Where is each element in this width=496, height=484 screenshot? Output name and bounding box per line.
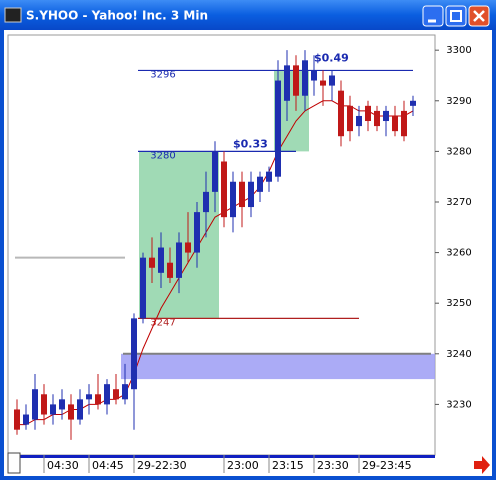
plot-area	[7, 34, 436, 456]
candle-body	[356, 115, 362, 127]
price-level-label: 3280	[150, 150, 175, 161]
x-tick-label: 23:30	[317, 459, 349, 472]
candle-body	[41, 394, 47, 415]
x-tick-label: 04:45	[92, 459, 124, 472]
candle-body	[347, 105, 353, 132]
candle-body	[410, 100, 416, 106]
scroll-arrow[interactable]	[474, 456, 490, 474]
candle-body	[149, 257, 155, 268]
x-tick-label: 29-23:45	[362, 459, 412, 472]
y-tick-label: 3300	[446, 45, 471, 56]
candle-body	[23, 414, 29, 425]
candle-body	[131, 318, 137, 390]
candle-body	[338, 90, 344, 137]
y-tick-label: 3260	[446, 248, 471, 259]
candle-body	[68, 404, 74, 420]
candle-body	[248, 181, 254, 208]
candle-body	[212, 151, 218, 192]
x-tick-label: 29-22:30	[137, 459, 187, 472]
profit-label: $0.33	[233, 137, 268, 150]
app-icon	[4, 7, 22, 23]
x-tick-label: 23:15	[272, 459, 304, 472]
candle-body	[374, 110, 380, 127]
price-level-label: 3296	[150, 69, 175, 80]
x-tick-label: 04:30	[47, 459, 79, 472]
candle-body	[185, 242, 191, 253]
y-tick-label: 3270	[446, 197, 471, 208]
time-scroll	[8, 455, 435, 458]
candle-body	[311, 70, 317, 81]
candle-body	[194, 212, 200, 253]
candle-body	[32, 389, 38, 420]
candle-body	[95, 394, 101, 405]
zone	[121, 353, 435, 380]
y-tick-label: 3290	[446, 96, 471, 107]
minimize-button[interactable]	[422, 5, 444, 27]
candle-body	[329, 75, 335, 86]
candle-body	[320, 80, 326, 86]
candle-body	[293, 65, 299, 96]
candle-body	[401, 110, 407, 137]
candle-body	[239, 181, 245, 208]
y-tick-label: 3240	[446, 349, 471, 360]
candle-body	[383, 110, 389, 122]
candle-body	[230, 181, 236, 218]
y-tick-label: 3230	[446, 399, 471, 410]
chart: 3230 3240 3250 3260 3270 3280 3290 3300 04:30 04:…	[14, 45, 472, 473]
x-tick-label: 23:00	[227, 459, 259, 472]
candle-body	[59, 399, 65, 410]
price-level-label: 3247	[150, 317, 175, 328]
candle-body	[50, 404, 56, 415]
candle-body	[284, 65, 290, 101]
candle-body	[77, 399, 83, 420]
candle-body	[158, 247, 164, 273]
candle-body	[203, 191, 209, 213]
candle-body	[167, 262, 173, 278]
close-icon	[473, 10, 485, 22]
candle-body	[302, 60, 308, 96]
title-bar	[0, 0, 496, 30]
candle-body	[176, 242, 182, 278]
y-tick-label: 3250	[446, 298, 471, 309]
scroll-box[interactable]	[7, 452, 21, 474]
profit-label: $0.49	[314, 51, 349, 64]
candle-body	[221, 161, 227, 218]
maximize-button[interactable]	[445, 5, 467, 27]
maximize-icon	[450, 10, 462, 22]
candle-body	[140, 257, 146, 319]
candle-body	[257, 176, 263, 192]
y-tick-label: 3280	[446, 146, 471, 157]
candle-body	[14, 409, 20, 430]
window-title: S.YHOO - Yahoo! Inc. 3 Min	[26, 9, 208, 23]
candle-body	[392, 115, 398, 132]
candle-body	[104, 384, 110, 405]
candle-body	[113, 389, 119, 400]
candle-body	[266, 171, 272, 182]
candle-body	[86, 394, 92, 400]
candle-body	[365, 105, 371, 122]
window-buttons[interactable]	[422, 5, 490, 27]
candle-body	[275, 80, 281, 177]
candle-body	[122, 384, 128, 400]
